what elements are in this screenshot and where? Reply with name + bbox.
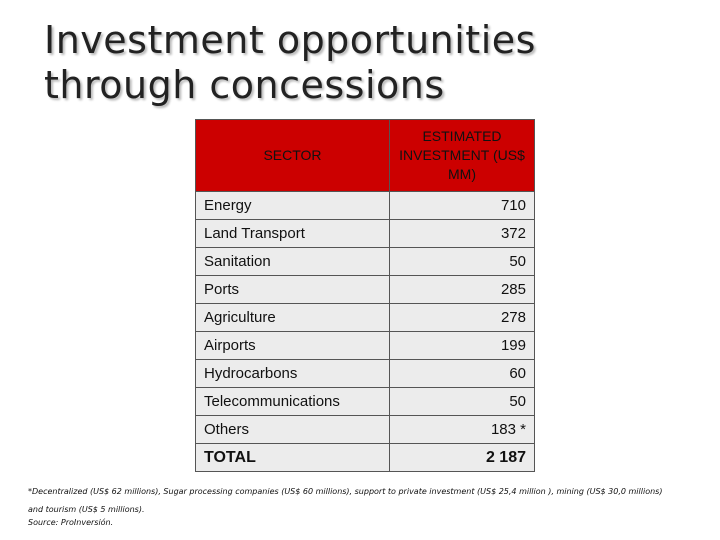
title-line-2: through concessions xyxy=(44,63,445,107)
value-cell: 278 xyxy=(389,303,535,332)
source-note: Source: ProInversión. xyxy=(28,518,114,527)
value-cell: 285 xyxy=(389,275,535,304)
value-cell: 710 xyxy=(389,191,535,220)
table-row: Sanitation 50 xyxy=(195,247,535,276)
sector-cell: Hydrocarbons xyxy=(195,359,390,388)
value-cell: 50 xyxy=(389,247,535,276)
table-row: Agriculture 278 xyxy=(195,303,535,332)
sector-cell: Ports xyxy=(195,275,390,304)
page-title: Investment opportunities through concess… xyxy=(44,18,536,108)
total-value: 2 187 xyxy=(389,443,535,472)
sector-cell: Telecommunications xyxy=(195,387,390,416)
sector-cell: Land Transport xyxy=(195,219,390,248)
table-header-row: SECTOR ESTIMATED INVESTMENT (US$ MM) xyxy=(195,119,535,192)
value-cell: 183 * xyxy=(389,415,535,444)
header-investment: ESTIMATED INVESTMENT (US$ MM) xyxy=(389,119,535,192)
value-cell: 199 xyxy=(389,331,535,360)
sector-cell: Energy xyxy=(195,191,390,220)
investment-table: SECTOR ESTIMATED INVESTMENT (US$ MM) Ene… xyxy=(195,119,535,472)
table-row: Others 183 * xyxy=(195,415,535,444)
table-row: Telecommunications 50 xyxy=(195,387,535,416)
total-label: TOTAL xyxy=(195,443,390,472)
table-row: Ports 285 xyxy=(195,275,535,304)
table-row: Land Transport 372 xyxy=(195,219,535,248)
table-row: Hydrocarbons 60 xyxy=(195,359,535,388)
table-row: Airports 199 xyxy=(195,331,535,360)
table-row: Energy 710 xyxy=(195,191,535,220)
value-cell: 60 xyxy=(389,359,535,388)
value-cell: 50 xyxy=(389,387,535,416)
sector-cell: Sanitation xyxy=(195,247,390,276)
sector-cell: Agriculture xyxy=(195,303,390,332)
value-cell: 372 xyxy=(389,219,535,248)
header-sector: SECTOR xyxy=(195,119,390,192)
title-line-1: Investment opportunities xyxy=(44,18,536,62)
footnote: *Decentralized (US$ 62 millions), Sugar … xyxy=(28,487,663,514)
sector-cell: Airports xyxy=(195,331,390,360)
sector-cell: Others xyxy=(195,415,390,444)
total-row: TOTAL 2 187 xyxy=(195,443,535,472)
